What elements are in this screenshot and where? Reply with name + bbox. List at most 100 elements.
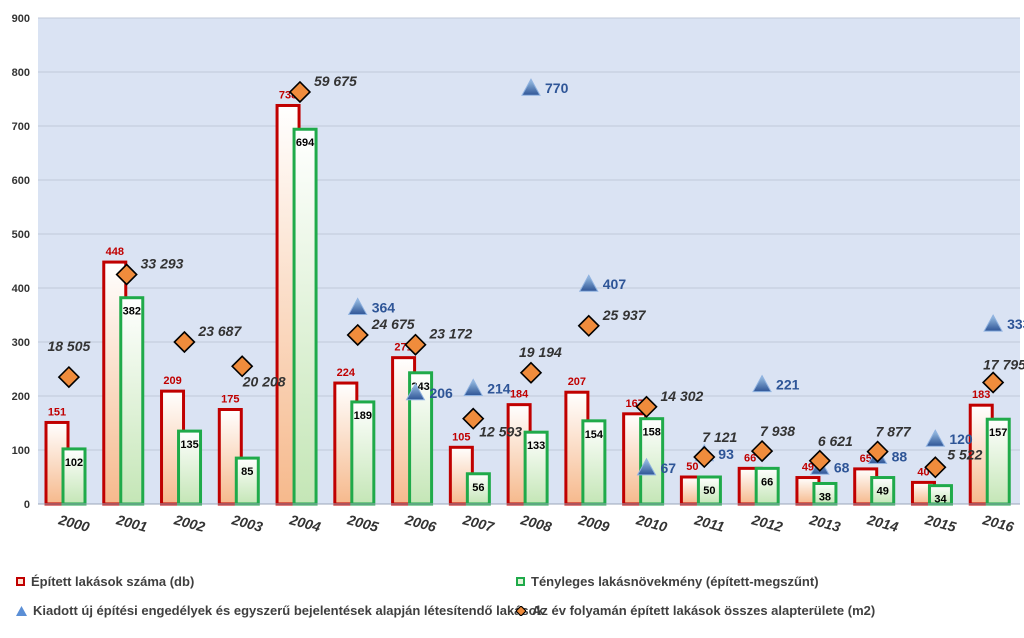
legend-net: Tényleges lakásnövekmény (épített-megszű… [516, 574, 819, 589]
label-area-2013: 6 621 [818, 433, 853, 449]
label-net-2013: 38 [819, 491, 831, 503]
marker-area-2016 [981, 371, 1005, 394]
label-area-2008: 19 194 [519, 344, 562, 360]
legend-built-label: Épített lakások száma (db) [31, 574, 195, 589]
label-area-2003: 20 208 [242, 373, 286, 389]
marker-area-2004 [288, 80, 312, 104]
marker-permit-2009 [578, 274, 599, 292]
x-tick-2013: 2013 [807, 511, 842, 535]
x-tick-2011: 2011 [692, 511, 726, 535]
marker-area-2005 [346, 323, 369, 347]
marker-permit-2006 [405, 382, 426, 401]
label-net-2015: 34 [934, 494, 947, 506]
x-tick-2009: 2009 [576, 511, 611, 535]
legend-permit-label: Kiadott új építési engedélyek és egyszer… [33, 603, 544, 618]
label-net-2010: 158 [642, 427, 660, 439]
label-net-2001: 382 [123, 306, 141, 318]
marker-permit-2016 [983, 314, 1003, 332]
label-built-2012: 66 [744, 452, 756, 464]
marker-area-2007 [462, 407, 485, 430]
x-tick-2000: 2000 [56, 511, 91, 535]
label-net-2002: 135 [180, 439, 198, 451]
marker-area-2008 [519, 361, 543, 384]
label-built-2003: 175 [221, 394, 239, 406]
label-area-2010: 14 302 [661, 388, 704, 404]
y-tick-100: 100 [12, 445, 30, 457]
bar-net-2001 [119, 296, 145, 506]
marker-permit-2005 [347, 297, 368, 315]
marker-area-2009 [577, 314, 600, 337]
label-area-2001: 33 293 [141, 256, 184, 272]
label-area-2000: 18 505 [47, 338, 90, 354]
label-built-2011: 50 [686, 461, 698, 473]
y-tick-300: 300 [12, 337, 30, 349]
label-area-2014: 7 877 [876, 424, 912, 440]
x-tick-2008: 2008 [518, 511, 553, 535]
marker-area-2013 [808, 449, 831, 472]
marker-area-2003 [231, 355, 254, 378]
label-permit-2016: 333 [1007, 316, 1024, 332]
label-built-2016: 183 [972, 389, 990, 401]
label-permit-2007: 214 [487, 380, 511, 396]
marker-area-2006 [404, 333, 427, 356]
y-tick-0: 0 [24, 499, 30, 511]
y-tick-900: 900 [12, 13, 30, 25]
label-permit-2013: 68 [834, 459, 850, 475]
bar-net-2003 [234, 456, 260, 506]
legend-built-swatch [16, 577, 25, 586]
label-net-2004: 694 [296, 137, 315, 149]
label-built-2001: 448 [106, 246, 124, 258]
label-permit-2006: 206 [429, 385, 453, 401]
label-area-2012: 7 938 [760, 423, 795, 439]
legend-permit-triangle-icon [16, 605, 27, 616]
label-built-2005: 224 [337, 367, 356, 379]
x-axis: 2000 2001 2002 2003 2004 2005 2006 2007 2008 2009… [38, 503, 1020, 535]
legend-permit: Kiadott új építési engedélyek és egyszer… [16, 603, 544, 618]
legend-net-label: Tényleges lakásnövekmény (épített-megszű… [531, 574, 819, 589]
label-area-2015: 5 522 [947, 446, 982, 462]
label-built-2007: 105 [452, 431, 470, 443]
label-net-2009: 154 [585, 429, 604, 441]
markers-layer: 364 206 214 770 407 67 93 221 68 88 120 333 18 505 33… [47, 73, 1024, 479]
bar-net-2004 [292, 127, 318, 506]
label-permit-2009: 407 [603, 276, 627, 292]
marker-area-2015 [924, 456, 947, 479]
x-tick-2016: 2016 [980, 511, 1015, 535]
label-area-2011: 7 121 [702, 429, 737, 445]
legend-built: Épített lakások száma (db) [16, 574, 194, 589]
legend-area-diamond-icon [516, 605, 526, 616]
x-tick-2003: 2003 [229, 511, 264, 535]
label-area-2007: 12 593 [479, 424, 522, 440]
label-net-2000: 102 [65, 457, 83, 469]
label-net-2003: 85 [241, 466, 253, 478]
label-built-2008: 184 [510, 389, 529, 401]
label-net-2014: 49 [877, 486, 889, 498]
x-tick-2004: 2004 [287, 511, 322, 535]
label-built-2013: 49 [802, 462, 814, 474]
bars-layer: 1511024483822091351758573869422418927124… [44, 89, 1011, 506]
label-area-2009: 25 937 [602, 307, 647, 323]
label-permit-2012: 221 [776, 377, 800, 393]
y-tick-800: 800 [12, 67, 30, 79]
marker-area-2014 [866, 440, 889, 463]
y-tick-200: 200 [12, 391, 30, 403]
marker-permit-2007 [463, 378, 484, 396]
y-tick-400: 400 [12, 283, 30, 295]
label-net-2005: 189 [354, 410, 372, 422]
label-net-2007: 56 [472, 482, 484, 494]
x-tick-2014: 2014 [865, 511, 900, 535]
marker-permit-2008 [521, 78, 541, 96]
label-net-2016: 157 [989, 427, 1007, 439]
label-net-2011: 50 [703, 485, 715, 497]
label-permit-2010: 67 [661, 460, 677, 476]
label-built-2002: 209 [163, 375, 181, 387]
label-permit-2005: 364 [372, 299, 396, 315]
marker-permit-2010 [636, 457, 657, 476]
label-area-2005: 24 675 [371, 316, 415, 332]
y-tick-500: 500 [12, 229, 30, 241]
label-area-2006: 23 172 [428, 326, 472, 342]
legend-area-label: Az év folyamán épített lakások összes al… [532, 603, 876, 618]
x-tick-2006: 2006 [403, 511, 438, 535]
marker-area-2012 [750, 439, 774, 463]
marker-area-2011 [693, 445, 716, 469]
